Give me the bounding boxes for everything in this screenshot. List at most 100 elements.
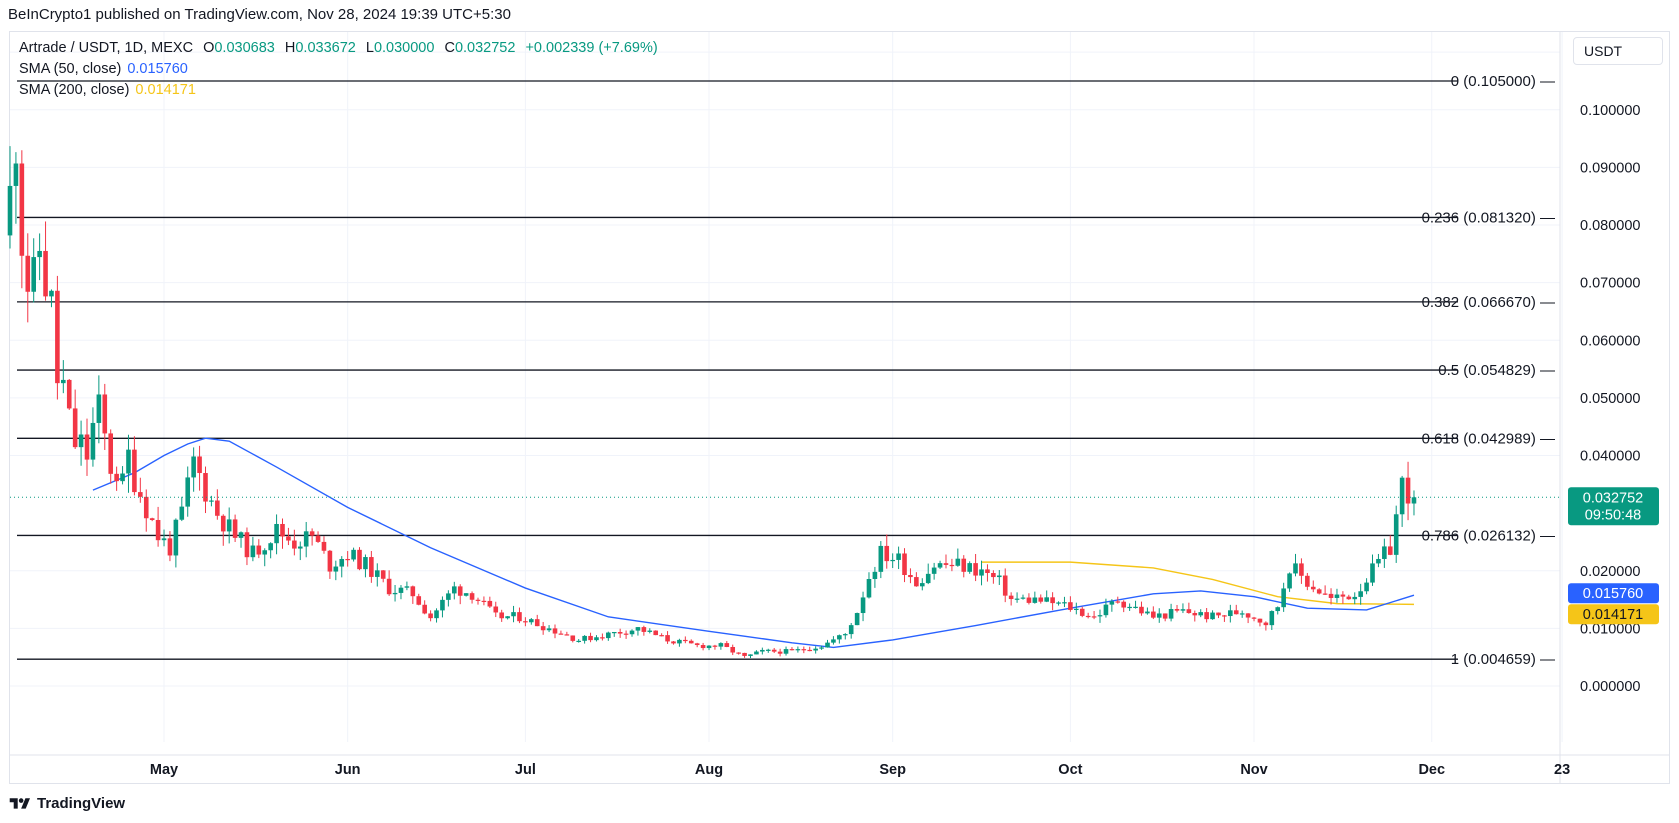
change-value: +0.002339 (+7.69%) [525,40,658,56]
candle-down [588,635,593,641]
candle-down [801,649,807,651]
candle-up [677,639,682,644]
candle-down [683,639,688,642]
candle-up [854,613,860,626]
candle-down [475,599,481,601]
candle-down [1050,597,1055,604]
candle-up [96,394,102,423]
sma50-label: SMA (50, close) [19,61,122,77]
candle-up [718,643,724,647]
candle-up [1020,597,1026,599]
candle-up [61,379,66,384]
candle-down [43,250,48,297]
candle-up [748,654,753,656]
close-value: 0.032752 [454,40,516,56]
symbol-label[interactable]: Artrade / USDT, 1D, MEXC [19,40,194,56]
candle-down [712,645,718,647]
candle-up [635,627,641,631]
candle-up [783,649,789,654]
time-axis[interactable]: May Jun Jul Aug Sep Oct Nov Dec 23 [10,754,1669,778]
candle-up [937,563,943,568]
candle-down [25,255,31,292]
candle-down [55,290,60,384]
candle-down [286,536,291,541]
candle-down [1299,563,1304,576]
y-tick-label: 0.080000 [1580,218,1640,234]
candle-up [760,649,765,652]
chart-frame [9,31,1670,784]
y-tick-label: 0.020000 [1580,564,1640,580]
candle-up [1370,563,1375,583]
x-tick-label: Dec [1418,762,1445,778]
candle-up [209,500,214,502]
candle-up [1358,591,1363,597]
candle-up [1281,588,1286,608]
x-tick-label: 23 [1554,762,1570,778]
candle-down [1115,601,1121,603]
candle-down [736,652,741,654]
candle-down [102,394,108,434]
sma200-tag-text: 0.014171 [1583,607,1643,623]
candle-up [890,559,895,562]
currency-selector[interactable]: USDT [1573,37,1663,65]
y-tick-label: 0.000000 [1580,679,1640,695]
price-axis[interactable]: 0.1100000.1000000.0900000.0800000.070000… [1559,32,1640,784]
sma50-line [92,437,1415,649]
candle-down [499,612,504,619]
candle-down [1085,615,1091,618]
candle-down [386,578,392,595]
candle-down [902,553,907,576]
candle-up [1239,613,1245,615]
candle-up [1210,612,1215,620]
candle-down [665,635,670,642]
candle-up [795,649,801,651]
candle-up [1228,610,1233,617]
candle-up [825,642,830,648]
sma50-legend[interactable]: SMA (50, close) 0.015760 [19,61,188,77]
x-tick-label: Jul [515,762,536,778]
candle-up [179,506,185,520]
candle-up [262,550,268,555]
candle-up [1382,546,1387,559]
sma200-value: 0.014171 [135,82,196,98]
tradingview-footer[interactable]: TradingView [8,795,125,812]
candle-up [529,619,534,623]
candle-down [149,518,155,521]
candle-down [428,613,433,619]
candle-up [848,625,854,635]
candle-down [487,600,493,607]
candle-up [37,250,42,258]
last-price-tag-text: 09:50:48 [1585,507,1641,523]
candle-up [351,549,356,560]
sma200-legend[interactable]: SMA (200, close) 0.014171 [19,82,196,98]
candle-down [1068,602,1073,610]
candle-up [297,546,303,549]
candle-up [837,635,842,640]
candle-down [357,549,362,570]
candle-down [1079,608,1085,616]
sma200-polyline [981,561,1414,606]
candle-down [197,456,202,474]
candle-down [617,631,623,634]
candle-down [1204,612,1209,620]
candle-up [576,640,581,643]
candle-up [813,648,818,651]
candle-up [1044,597,1049,602]
candle-up [1399,477,1405,515]
candle-up [955,558,961,566]
candle-down [1162,613,1168,619]
candle-down [742,652,747,656]
fib-level-0-236-label: 0.236 (0.081320) — [1422,209,1555,226]
candle-up [398,587,404,593]
candle-down [1245,613,1251,618]
candle-down [315,535,321,542]
candle-up [511,612,516,617]
candle-down [1091,616,1097,618]
fibonacci-retracement[interactable]: 0 (0.105000) — 0.236 (0.081320) — 0.382 (0… [17,73,1555,668]
candle-up [1293,563,1298,574]
candle-down [114,473,119,482]
candle-down [688,640,694,644]
y-tick-label: 0.040000 [1580,449,1640,465]
candle-down [807,649,813,652]
